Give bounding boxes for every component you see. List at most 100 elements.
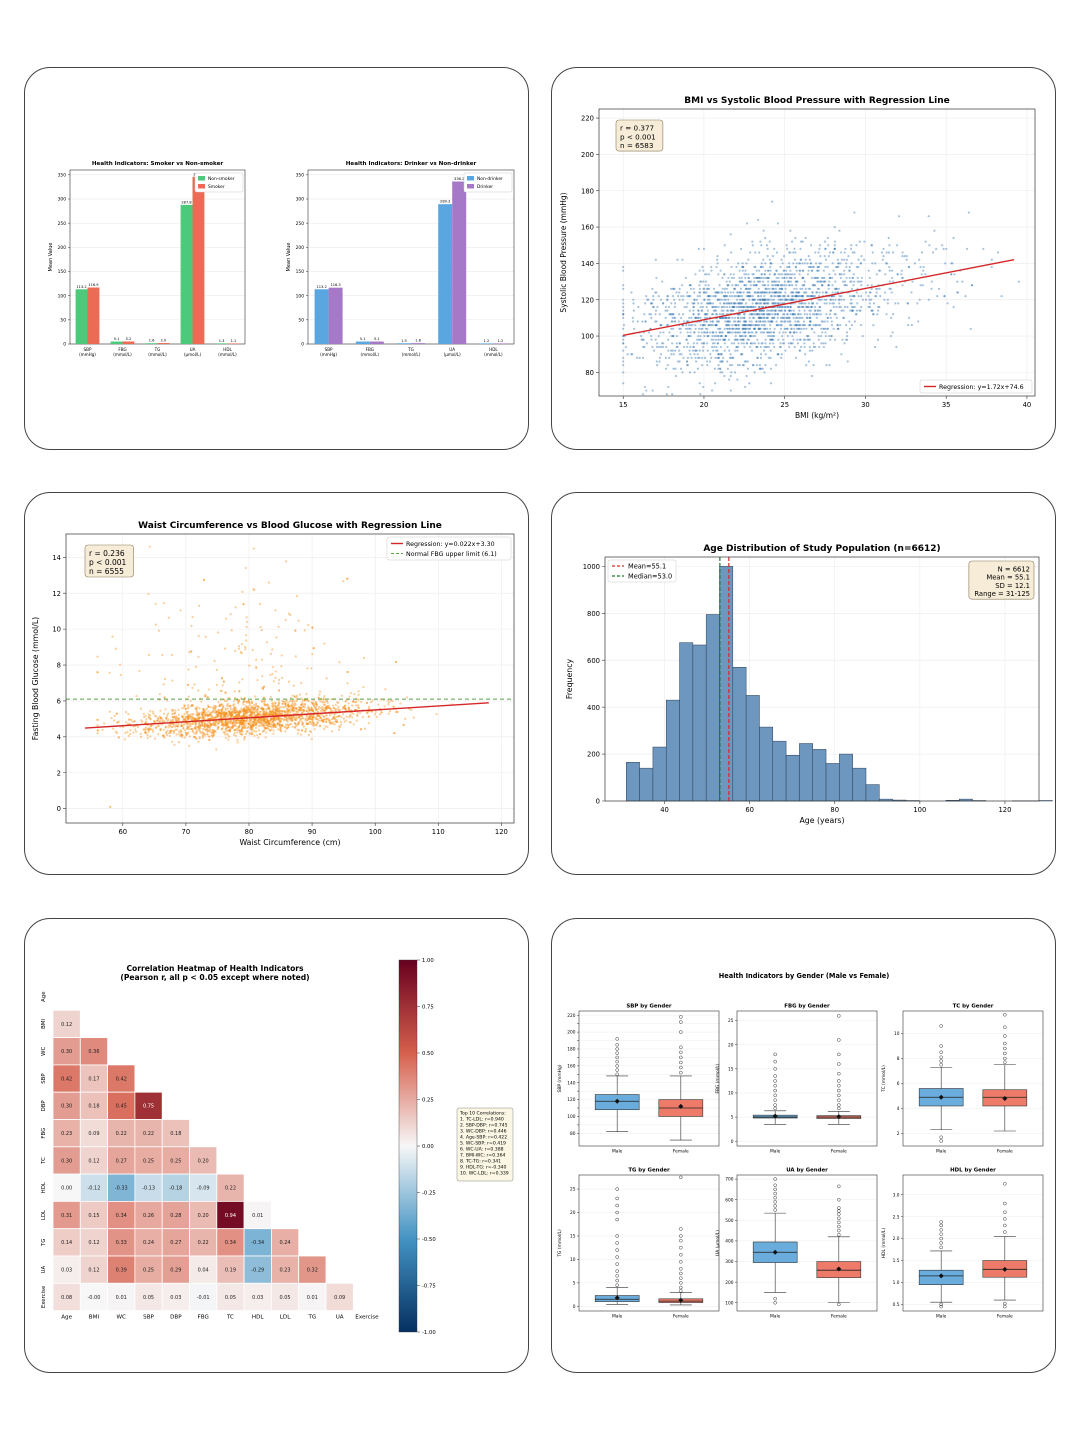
scatter-point [766,247,769,250]
scatter-point [823,276,826,280]
x-axis-label: BMI (kg/m²) [795,411,839,420]
scatter-point [808,287,812,290]
scatter-point [250,711,253,714]
scatter-point [240,728,243,731]
scatter-point [363,727,366,730]
scatter-point [189,699,192,702]
scatter-point [374,710,377,714]
scatter-point [318,693,321,696]
scatter-point [800,302,803,305]
scatter-point [324,717,327,720]
scatter-point [762,276,765,280]
scatter-point [195,737,198,740]
scatter-point [754,265,757,269]
scatter-point [842,316,845,319]
scatter-point [180,733,183,736]
scatter-point [186,725,189,728]
scatter-point [216,713,219,716]
scatter-point [747,258,750,261]
scatter-point [326,725,329,729]
scatter-point [231,721,234,725]
scatter-point [365,711,369,714]
scatter-point [250,732,254,736]
scatter-point [250,725,253,728]
scatter-point [697,338,701,341]
scatter-point [713,342,716,345]
scatter-point [760,342,763,345]
scatter-point [758,251,761,254]
scatter-point [291,706,295,710]
scatter-point [777,276,780,280]
scatter-point [811,291,814,294]
scatter-point [292,703,295,706]
scatter-point [337,728,341,731]
scatter-point [238,729,241,732]
scatter-point [702,342,705,345]
heatmap-cell-label: 0.45 [116,1104,127,1110]
scatter-point [188,651,191,654]
scatter-point [860,255,863,258]
scatter-point [794,316,798,319]
scatter-point [255,666,258,669]
scatter-point [733,316,736,319]
scatter-point [767,356,770,359]
scatter-point [716,262,719,265]
y-tick-label: 140 [581,260,594,268]
scatter-point [195,709,198,712]
scatter-point [776,313,779,316]
scatter-point [689,324,692,327]
scatter-point [757,327,760,330]
scatter-point [784,349,787,352]
scatter-point [872,324,875,327]
scatter-point [726,284,729,287]
scatter-point [309,720,312,724]
scatter-point [293,695,296,698]
scatter-point [728,327,732,330]
scatter-point [147,713,150,716]
scatter-point [718,331,721,334]
scatter-point [312,722,315,725]
scatter-point [744,331,747,334]
scatter-point [753,316,756,319]
scatter-point [273,723,277,726]
scatter-point [846,360,849,363]
x-tick-label: TG [407,347,414,352]
scatter-point [695,316,698,319]
scatter-point [720,309,723,312]
scatter-point [716,356,719,359]
scatter-point [277,716,280,719]
scatter-point [755,313,759,316]
scatter-point [843,305,847,309]
histogram-bar [705,614,720,802]
scatter-point [250,705,253,708]
scatter-point [198,736,201,739]
scatter-point [231,724,235,728]
scatter-point [654,258,657,261]
scatter-point [800,305,803,309]
heatmap-cells: 0.120.30 0.360.42 0.17 0.420.30 0.18 0.45 0.75… [52,1009,354,1311]
scatter-point [703,316,707,319]
scatter-point [770,284,774,287]
scatter-point [778,287,781,290]
scatter-point [280,676,284,679]
scatter-point [843,284,846,287]
scatter-point [736,320,740,323]
scatter-point [278,718,281,721]
scatter-point [672,334,675,338]
scatter-point [211,716,214,719]
scatter-point [860,294,863,298]
heatmap-cell-label: 0.01 [252,1213,263,1219]
scatter-point [744,287,747,290]
scatter-point [943,294,946,298]
scatter-point [720,291,723,294]
scatter-point [269,725,272,728]
bar-value-label: 5.1 [114,337,120,341]
scatter-point [191,727,194,731]
scatter-point [811,265,814,269]
bar-value-label: 1.2 [498,339,504,343]
scatter-point [256,705,259,708]
scatter-point [275,712,278,715]
scatter-point [227,721,231,724]
scatter-point [241,715,244,718]
scatter-point [192,717,195,720]
